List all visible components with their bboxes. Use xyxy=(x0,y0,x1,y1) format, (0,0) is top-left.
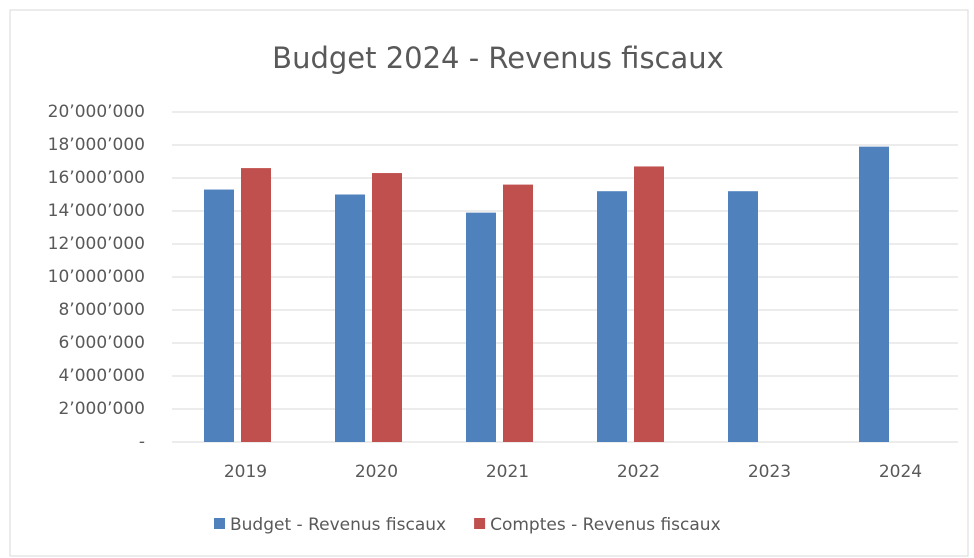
bar xyxy=(597,191,627,442)
y-tick-label: 16’000’000 xyxy=(48,168,145,188)
legend-swatch xyxy=(214,518,225,529)
y-tick-label: 10’000’000 xyxy=(48,267,145,287)
x-tick-label: 2024 xyxy=(879,462,922,482)
bar xyxy=(204,189,234,442)
bar xyxy=(859,146,889,442)
x-tick-label: 2023 xyxy=(748,462,791,482)
y-tick-label: 4’000’000 xyxy=(58,366,145,386)
bar xyxy=(466,212,496,442)
y-tick-label: 20’000’000 xyxy=(48,102,145,122)
chart-title: Budget 2024 - Revenus fiscaux xyxy=(272,41,724,75)
bar xyxy=(503,184,533,442)
bar xyxy=(728,191,758,442)
bar xyxy=(372,173,402,443)
legend-label: Budget - Revenus fiscaux xyxy=(230,515,446,535)
bar xyxy=(634,166,664,442)
bar xyxy=(335,194,365,442)
y-tick-label: - xyxy=(139,432,145,452)
bar xyxy=(241,168,271,442)
legend-label: Comptes - Revenus fiscaux xyxy=(490,515,721,535)
x-tick-label: 2021 xyxy=(486,462,529,482)
x-tick-label: 2020 xyxy=(355,462,398,482)
x-tick-label: 2022 xyxy=(617,462,660,482)
y-tick-label: 12’000’000 xyxy=(48,234,145,254)
legend-swatch xyxy=(474,518,486,529)
y-tick-label: 6’000’000 xyxy=(58,333,145,353)
y-tick-label: 8’000’000 xyxy=(58,300,145,320)
y-tick-label: 18’000’000 xyxy=(48,135,145,155)
y-tick-label: 2’000’000 xyxy=(58,399,145,419)
x-tick-label: 2019 xyxy=(224,462,267,482)
y-tick-label: 14’000’000 xyxy=(48,201,145,221)
